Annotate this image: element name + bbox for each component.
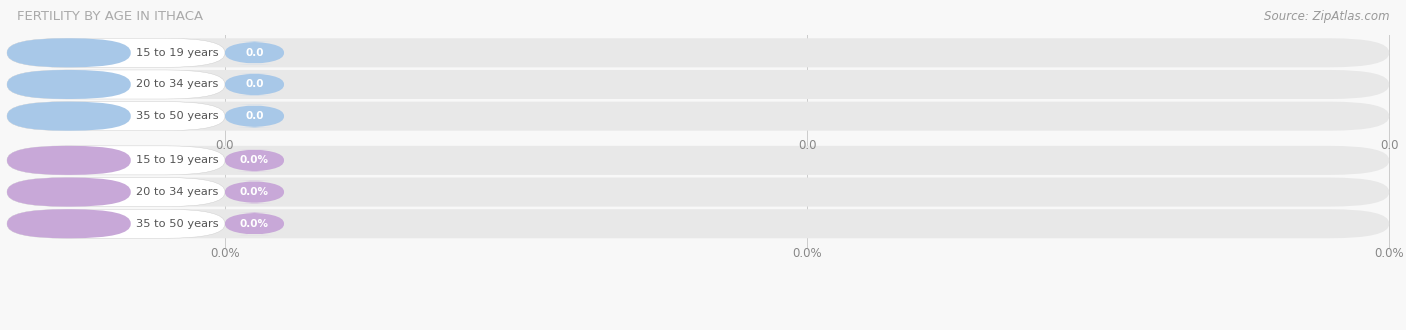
Text: 0.0%: 0.0% [792,247,823,260]
Text: 15 to 19 years: 15 to 19 years [136,155,219,165]
Text: 0.0: 0.0 [797,139,817,152]
FancyBboxPatch shape [7,102,131,131]
Text: 20 to 34 years: 20 to 34 years [136,187,219,197]
FancyBboxPatch shape [225,181,284,203]
Text: Source: ZipAtlas.com: Source: ZipAtlas.com [1264,10,1389,23]
FancyBboxPatch shape [7,146,225,175]
Text: 0.0: 0.0 [1379,139,1399,152]
FancyBboxPatch shape [7,146,1389,175]
Text: 0.0: 0.0 [245,80,264,89]
Text: 0.0%: 0.0% [209,247,240,260]
FancyBboxPatch shape [7,70,131,99]
Text: 35 to 50 years: 35 to 50 years [136,219,219,229]
FancyBboxPatch shape [225,42,284,64]
FancyBboxPatch shape [7,102,225,131]
Text: 0.0: 0.0 [245,111,264,121]
FancyBboxPatch shape [225,105,284,127]
Text: 0.0: 0.0 [215,139,235,152]
Text: 0.0%: 0.0% [240,187,269,197]
Text: 0.0%: 0.0% [240,219,269,229]
Text: 35 to 50 years: 35 to 50 years [136,111,219,121]
FancyBboxPatch shape [225,73,284,96]
Text: 20 to 34 years: 20 to 34 years [136,80,219,89]
Text: 0.0%: 0.0% [1374,247,1405,260]
FancyBboxPatch shape [225,213,284,235]
FancyBboxPatch shape [7,209,131,238]
FancyBboxPatch shape [225,149,284,172]
FancyBboxPatch shape [7,178,1389,207]
Text: 0.0: 0.0 [245,48,264,58]
FancyBboxPatch shape [7,38,225,67]
FancyBboxPatch shape [7,70,1389,99]
FancyBboxPatch shape [7,146,131,175]
Text: 15 to 19 years: 15 to 19 years [136,48,219,58]
Text: 0.0%: 0.0% [240,155,269,165]
FancyBboxPatch shape [7,38,1389,67]
FancyBboxPatch shape [7,209,1389,238]
FancyBboxPatch shape [7,178,225,207]
FancyBboxPatch shape [7,38,131,67]
FancyBboxPatch shape [7,178,131,207]
Text: FERTILITY BY AGE IN ITHACA: FERTILITY BY AGE IN ITHACA [17,10,202,23]
FancyBboxPatch shape [7,70,225,99]
FancyBboxPatch shape [7,209,225,238]
FancyBboxPatch shape [7,102,1389,131]
